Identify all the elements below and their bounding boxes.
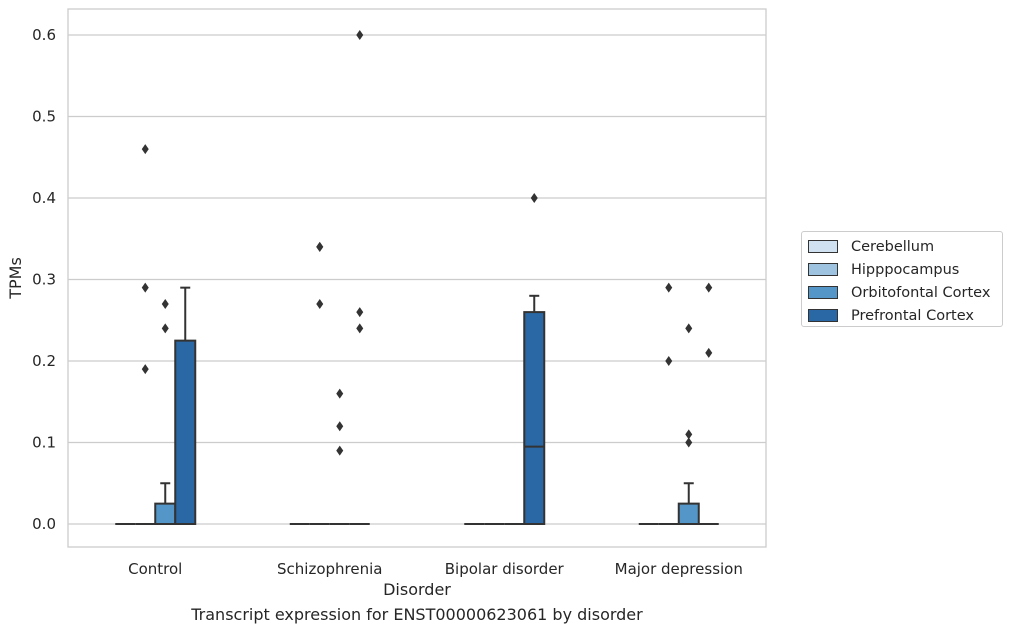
legend-item: Orbitofontal Cortex: [808, 281, 1002, 304]
box-body: [523, 311, 546, 525]
legend-label: Hipppocampus: [851, 261, 960, 278]
outlier-point: [685, 429, 693, 440]
y-tick-labels: 0.0 0.1 0.2 0.3 0.4 0.5 0.6: [32, 26, 56, 533]
outlier-point: [141, 364, 149, 375]
outlier-point: [665, 356, 673, 366]
legend-swatch: [808, 263, 838, 276]
outlier-point: [336, 388, 344, 399]
x-axis-label: Disorder: [383, 580, 451, 599]
outlier-point: [161, 323, 169, 334]
y-axis-label: TPMs: [6, 257, 25, 300]
box-prefrontal-cortex: [174, 286, 197, 525]
box-prefrontal-cortex: [523, 193, 546, 525]
legend-label: Prefrontal Cortex: [851, 307, 974, 324]
outlier-point: [141, 144, 149, 155]
y-tick-label: 0.5: [32, 108, 56, 126]
outlier-point: [336, 445, 344, 456]
y-tick-label: 0.1: [32, 434, 56, 452]
legend-label: Orbitofontal Cortex: [851, 284, 991, 301]
x-tick-label: Schizophrenia: [277, 560, 382, 578]
legend-label: Cerebellum: [851, 238, 935, 255]
outlier-point: [161, 298, 169, 309]
plot-frame: [67, 8, 767, 548]
box-body: [677, 502, 700, 525]
outlier-point: [356, 323, 364, 334]
y-tick-label: 0.3: [32, 271, 56, 289]
legend-item: Prefrontal Cortex: [808, 304, 1002, 327]
box-body: [154, 502, 177, 525]
box-hipppocampus: [658, 282, 679, 525]
box-body: [174, 339, 197, 525]
x-tick-label: Control: [128, 560, 182, 578]
outlier-point: [141, 282, 149, 293]
x-tick-label: Major depression: [615, 560, 743, 578]
y-tick-label: 0.4: [32, 189, 56, 207]
box-hipppocampus: [309, 241, 330, 525]
box-hipppocampus: [135, 144, 156, 525]
legend-swatch: [808, 309, 838, 322]
legend: Cerebellum Hipppocampus Orbitofontal Corte…: [801, 231, 1003, 327]
y-tick-label: 0.0: [32, 515, 56, 533]
outlier-point: [336, 421, 344, 432]
y-tick-label: 0.2: [32, 352, 56, 370]
outlier-point: [685, 437, 693, 448]
x-tick-label: Bipolar disorder: [445, 560, 565, 578]
outlier-point: [705, 347, 713, 358]
outlier-point: [530, 193, 538, 203]
legend-item: Cerebellum: [808, 235, 1002, 258]
outlier-point: [665, 282, 673, 293]
outlier-point: [705, 282, 713, 293]
outlier-point: [356, 307, 364, 318]
legend-item: Hipppocampus: [808, 258, 1002, 281]
box-prefrontal-cortex: [698, 282, 719, 525]
box-prefrontal-cortex: [349, 30, 370, 525]
outlier-point: [316, 298, 324, 309]
box-orbitofontal-cortex: [154, 298, 177, 525]
outlier-point: [685, 323, 693, 334]
x-tick-labels: Control Schizophrenia Bipolar disorder Majo…: [128, 560, 743, 578]
outlier-point: [356, 30, 364, 40]
box-orbitofontal-cortex: [677, 323, 700, 525]
outlier-point: [316, 241, 324, 252]
box-orbitofontal-cortex: [329, 388, 350, 525]
box-marks: [115, 30, 719, 525]
legend-swatch: [808, 286, 838, 299]
gridlines: [68, 34, 766, 525]
chart-caption: Transcript expression for ENST0000062306…: [191, 605, 643, 624]
legend-swatch: [808, 240, 838, 253]
y-tick-label: 0.6: [32, 26, 56, 44]
